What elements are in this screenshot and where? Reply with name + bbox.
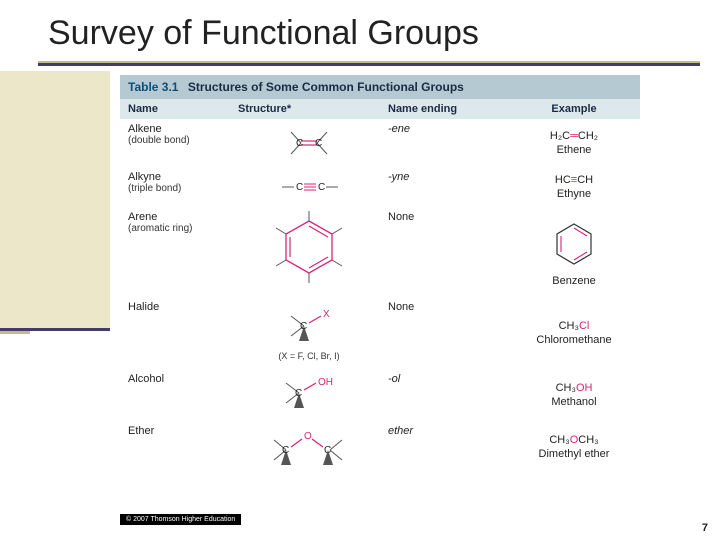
cell-example: CH₃OCH₃ Dimethyl ether: [500, 425, 640, 469]
name-text: Alkene: [128, 123, 230, 135]
name-text: Alkyne: [128, 171, 230, 183]
cell-example: Benzene: [500, 211, 640, 293]
copyright-label: © 2007 Thomson Higher Education: [120, 514, 241, 525]
row-alkyne: Alkyne (triple bond) C C -yne HC≡CH: [120, 167, 640, 207]
cell-structure: [230, 211, 380, 293]
cell-example: CH₃Cl Chloromethane: [500, 301, 640, 365]
cell-example: H₂C═CH₂ Ethene: [500, 123, 640, 163]
halide-note: (X = F, Cl, Br, I): [278, 351, 339, 361]
cell-example: CH₃OH Methanol: [500, 373, 640, 417]
cell-name: Ether: [120, 425, 230, 469]
slide: Survey of Functional Groups Table 3.1 St…: [0, 0, 720, 540]
example-name: Dimethyl ether: [539, 448, 610, 460]
row-alkene: Alkene (double bond) C C -ene H₂C═C: [120, 119, 640, 167]
example-name: Chloromethane: [536, 334, 611, 346]
title-inner: Survey of Functional Groups: [38, 10, 700, 63]
cell-ending: -ene: [380, 123, 500, 163]
row-alcohol: Alcohol C OH -ol CH₃OH Methanol: [120, 369, 640, 421]
example-name: Ethyne: [557, 188, 591, 200]
formula: CH₃OH: [556, 382, 593, 394]
svg-text:C: C: [318, 182, 325, 193]
svg-text:C: C: [295, 388, 302, 399]
row-halide: Halide C X (X = F, Cl, Br, I) None CH₃Cl…: [120, 297, 640, 369]
alcohol-structure-icon: C OH: [274, 373, 344, 418]
cell-ending: None: [380, 301, 500, 365]
svg-text:X: X: [323, 309, 330, 320]
column-headers: Name Structure* Name ending Example: [120, 99, 640, 119]
cell-name: Halide: [120, 301, 230, 365]
cell-ending: -yne: [380, 171, 500, 203]
page-number: 7: [702, 522, 708, 534]
name-sub: (aromatic ring): [128, 223, 230, 234]
svg-text:C: C: [296, 138, 303, 149]
col-ending: Name ending: [380, 103, 500, 115]
title-area: Survey of Functional Groups: [38, 10, 700, 66]
col-example: Example: [500, 103, 640, 115]
col-name: Name: [120, 103, 230, 115]
row-ether: Ether C O C ether: [120, 421, 640, 473]
formula: CH₃OCH₃: [549, 434, 598, 446]
table-container: Table 3.1 Structures of Some Common Func…: [120, 75, 640, 525]
alkene-structure-icon: C C: [279, 122, 339, 164]
formula: H₂C═CH₂: [550, 130, 598, 142]
cell-name: Alkyne (triple bond): [120, 171, 230, 203]
svg-text:O: O: [304, 431, 312, 442]
example-name: Methanol: [551, 396, 596, 408]
table-caption: Structures of Some Common Functional Gro…: [188, 80, 464, 94]
cell-name: Alkene (double bond): [120, 123, 230, 163]
halide-structure-icon: C X: [279, 306, 339, 351]
name-sub: (double bond): [128, 135, 230, 146]
cell-name: Arene (aromatic ring): [120, 211, 230, 293]
example-name: Benzene: [552, 275, 595, 287]
example-name: Ethene: [557, 144, 592, 156]
cell-structure: C OH: [230, 373, 380, 417]
cell-structure: C C: [230, 171, 380, 203]
table-header-bar: Table 3.1 Structures of Some Common Func…: [120, 75, 640, 99]
cell-ending: -ol: [380, 373, 500, 417]
cell-structure: C X (X = F, Cl, Br, I): [230, 301, 380, 365]
svg-text:C: C: [315, 138, 322, 149]
formula: CH₃Cl: [559, 320, 590, 332]
arene-structure-icon: [264, 207, 354, 297]
cell-ending: None: [380, 211, 500, 293]
row-arene: Arene (aromatic ring) None: [120, 207, 640, 297]
cell-name: Alcohol: [120, 373, 230, 417]
cell-ending: ether: [380, 425, 500, 469]
left-accent-band: [0, 71, 110, 331]
alkyne-structure-icon: C C: [274, 177, 344, 197]
svg-text:C: C: [296, 182, 303, 193]
name-sub: (triple bond): [128, 183, 230, 194]
formula: HC≡CH: [555, 174, 593, 186]
name-text: Arene: [128, 211, 230, 223]
slide-title: Survey of Functional Groups: [48, 14, 700, 53]
cell-structure: C O C: [230, 425, 380, 469]
svg-text:C: C: [282, 445, 289, 456]
cell-structure: C C: [230, 123, 380, 163]
cell-example: HC≡CH Ethyne: [500, 171, 640, 203]
col-structure: Structure*: [230, 103, 380, 115]
ether-structure-icon: C O C: [264, 425, 354, 470]
table-number: Table 3.1: [128, 80, 178, 94]
benzene-icon: [549, 218, 599, 273]
svg-text:OH: OH: [318, 377, 333, 388]
svg-text:C: C: [300, 321, 307, 332]
